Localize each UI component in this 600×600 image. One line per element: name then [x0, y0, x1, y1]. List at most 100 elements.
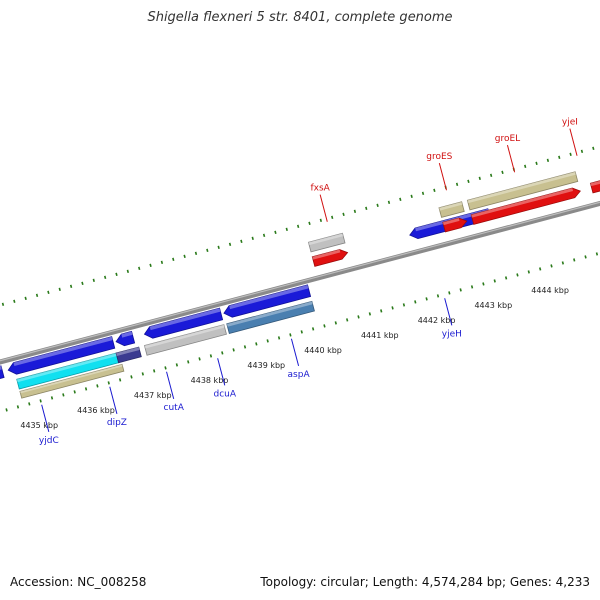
- gene-label-dcuA: dcuA: [214, 389, 237, 399]
- minor-tick: [561, 261, 565, 265]
- minor-tick: [342, 212, 345, 216]
- minor-tick: [69, 284, 73, 288]
- minor-tick: [459, 288, 462, 292]
- minor-tick: [421, 191, 425, 195]
- gene-label-fxsA: fxsA: [310, 184, 330, 194]
- minor-tick: [58, 287, 61, 291]
- minor-tick: [187, 360, 190, 364]
- label-leader: [506, 145, 516, 173]
- minor-tick: [433, 188, 436, 192]
- label-leader: [41, 404, 50, 432]
- label-leader: [444, 298, 453, 326]
- minor-tick: [478, 176, 481, 180]
- minor-tick: [47, 290, 50, 294]
- gene-label-groES: groES: [426, 152, 452, 162]
- minor-tick: [311, 327, 315, 331]
- minor-tick: [183, 254, 186, 258]
- scale-label: 4441 kbp: [361, 331, 399, 340]
- label-leader: [166, 371, 175, 399]
- gene-label-aspA: aspA: [288, 370, 311, 380]
- minor-tick: [266, 339, 269, 343]
- minor-tick: [240, 239, 243, 243]
- minor-tick: [296, 224, 300, 228]
- gene-feature-highlight: [0, 365, 2, 370]
- minor-tick: [323, 324, 326, 328]
- minor-tick: [28, 402, 31, 406]
- minor-tick: [285, 227, 288, 231]
- minor-tick: [153, 369, 156, 373]
- gene-feature: [143, 324, 227, 356]
- minor-tick: [130, 375, 133, 379]
- gene-label-yjeI: yjeI: [562, 118, 578, 128]
- gene-feature-highlight: [467, 171, 576, 204]
- minor-tick: [115, 272, 118, 276]
- minor-tick: [482, 282, 485, 286]
- scale-label: 4435 kbp: [20, 421, 58, 430]
- minor-tick: [255, 342, 258, 346]
- gene-feature-highlight: [149, 308, 221, 331]
- minor-tick: [141, 372, 144, 376]
- minor-tick: [550, 264, 553, 268]
- minor-tick: [535, 161, 538, 165]
- map-title: Shigella flexneri 5 str. 8401, complete …: [147, 10, 453, 25]
- label-leader: [319, 194, 328, 222]
- minor-tick: [16, 405, 20, 409]
- gene-feature: [307, 232, 346, 253]
- minor-tick: [391, 306, 394, 310]
- minor-tick: [493, 279, 496, 283]
- gene-feature-highlight: [121, 331, 133, 338]
- minor-tick: [274, 230, 277, 234]
- gene-feature: [223, 284, 312, 318]
- minor-tick: [334, 321, 337, 325]
- minor-tick: [546, 158, 550, 162]
- gene-feature: [442, 217, 468, 233]
- scale-label: 4439 kbp: [247, 361, 285, 370]
- minor-tick: [198, 357, 201, 361]
- gene-feature-highlight: [13, 336, 113, 367]
- scale-label: 4438 kbp: [191, 376, 229, 385]
- minor-tick: [524, 164, 527, 168]
- minor-tick: [24, 296, 27, 300]
- genome-backbone-highlight: [0, 201, 600, 362]
- minor-tick: [365, 206, 368, 210]
- minor-tick: [584, 255, 587, 259]
- gene-feature-highlight: [438, 201, 463, 211]
- label-leader: [109, 386, 118, 414]
- genome-backbone: [0, 200, 600, 365]
- minor-tick: [5, 408, 8, 412]
- topology-summary: Topology: circular; Length: 4,574,284 bp…: [260, 575, 590, 589]
- minor-tick: [380, 309, 383, 313]
- minor-tick: [489, 173, 493, 177]
- label-leader: [438, 163, 447, 191]
- minor-tick: [107, 381, 110, 385]
- gene-feature: [115, 330, 136, 347]
- gene-feature: [7, 336, 116, 375]
- minor-tick: [470, 285, 474, 289]
- minor-tick: [353, 209, 357, 213]
- label-leader: [290, 338, 300, 366]
- minor-tick: [425, 297, 428, 301]
- minor-tick: [580, 149, 584, 153]
- minor-tick: [448, 291, 451, 295]
- minor-tick: [376, 203, 379, 207]
- scale-label: 4443 kbp: [474, 301, 512, 310]
- minor-tick: [331, 215, 334, 219]
- gene-feature-highlight: [226, 301, 313, 327]
- minor-tick: [73, 390, 76, 394]
- minor-tick: [243, 345, 247, 349]
- minor-tick: [455, 182, 459, 186]
- minor-tick: [399, 197, 402, 201]
- minor-tick: [228, 242, 232, 246]
- minor-tick: [595, 252, 599, 256]
- gene-label-groEL: groEL: [495, 134, 520, 144]
- gene-feature: [589, 180, 600, 194]
- gene-feature: [0, 365, 5, 379]
- gene-label-yjdC: yjdC: [39, 436, 59, 446]
- minor-tick: [164, 366, 167, 370]
- minor-tick: [357, 315, 360, 319]
- gene-feature: [19, 363, 125, 399]
- minor-tick: [516, 273, 519, 277]
- gene-feature: [115, 346, 142, 364]
- minor-tick: [368, 312, 372, 316]
- minor-tick: [81, 281, 84, 285]
